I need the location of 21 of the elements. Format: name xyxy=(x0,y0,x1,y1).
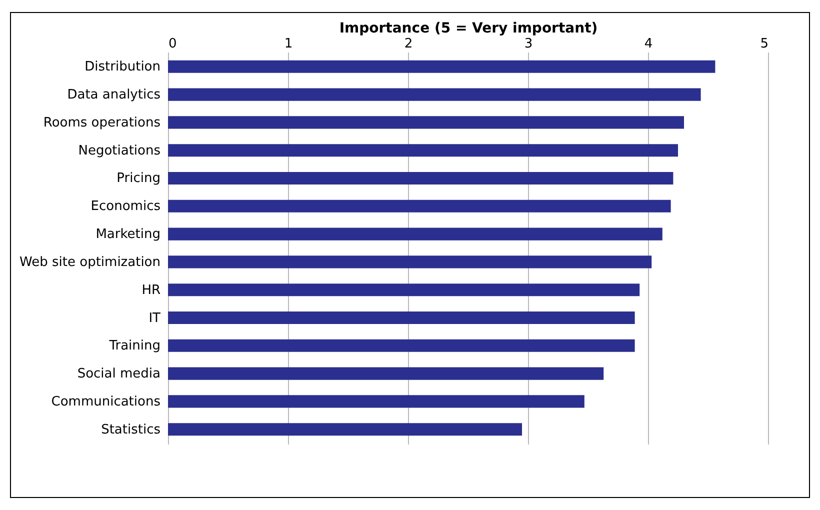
y-tick-label: Statistics xyxy=(101,422,161,438)
y-tick-label: Social media xyxy=(77,366,160,382)
y-tick-label: Rooms operations xyxy=(43,115,161,130)
y-tick-label: IT xyxy=(148,310,161,326)
y-tick-label: Pricing xyxy=(116,171,160,186)
x-tick-label: 0 xyxy=(168,36,177,52)
y-tick-label: Training xyxy=(108,338,160,354)
y-tick-label: Communications xyxy=(51,394,161,410)
y-tick-label: HR xyxy=(142,282,160,298)
x-axis-title: Importance (5 = Very important) xyxy=(339,20,598,36)
y-tick-label: Economics xyxy=(90,199,161,214)
x-tick-label: 2 xyxy=(404,36,413,52)
y-tick-label: Data analytics xyxy=(67,88,161,103)
y-tick-label: Negotiations xyxy=(78,143,161,158)
x-tick-label: 4 xyxy=(644,36,653,52)
y-tick-label: Distribution xyxy=(84,60,160,75)
y-tick-label: Marketing xyxy=(96,227,160,242)
y-tick-label: Web site optimization xyxy=(20,254,160,270)
x-tick-label: 5 xyxy=(760,36,768,52)
x-tick-label: 1 xyxy=(284,36,293,52)
x-tick-label: 3 xyxy=(524,36,533,52)
